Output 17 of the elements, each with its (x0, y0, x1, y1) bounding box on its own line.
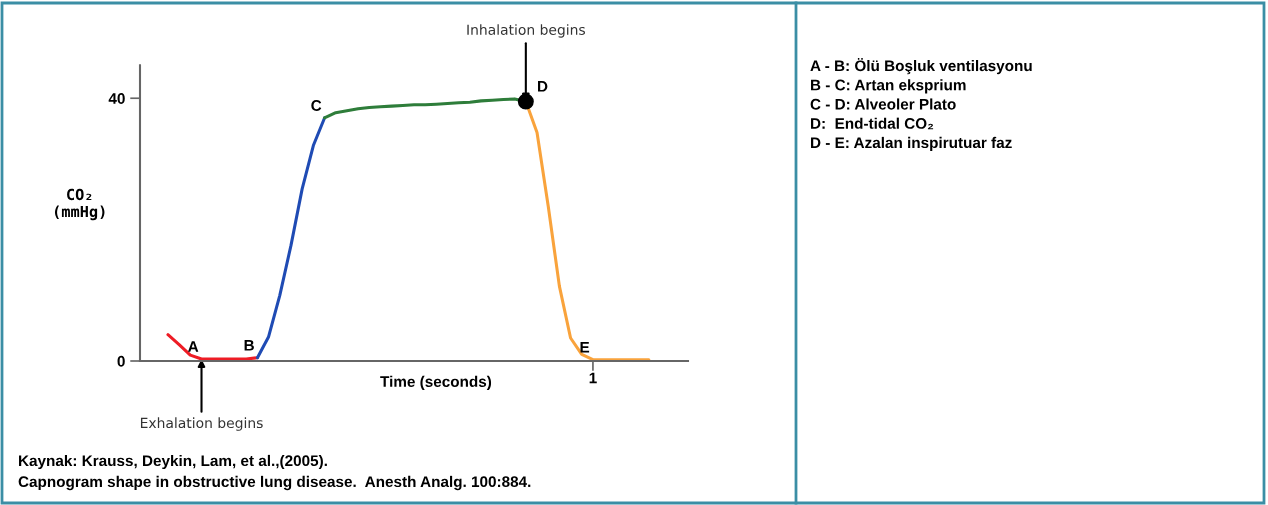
data-label: D (538, 81, 548, 92)
data-label: B (244, 340, 254, 351)
line-series (255, 116, 327, 360)
y-axis-title: CO₂ (mmHg) (54, 188, 105, 221)
annotation: Exhalation begins (140, 417, 263, 431)
line-series (166, 333, 259, 361)
text: Kaynak: Krauss, Deykin, Lam, et al.,(2005). (19, 454, 327, 470)
data-label: C (311, 100, 322, 111)
y-tick-label: 0 (117, 355, 125, 367)
data-label: E (580, 342, 590, 353)
text: Capnogram shape in obstructive lung disease. Anesth Analg. 100:884. (18, 475, 531, 491)
annotation: Inhalation begins (467, 24, 585, 38)
y-tick-label: 40 (108, 93, 125, 104)
text: A - B: Ölü Boşluk ventilasyonu B - C: Artan eksprium C - D: Alveoler Plato D: End-tidal CO₂ D - E: Azalan inspirutuar faz (810, 58, 1032, 152)
x-tick-label: 1 (589, 372, 597, 384)
x-axis-title: Time (seconds) (380, 375, 492, 391)
data-label: A (188, 341, 199, 352)
